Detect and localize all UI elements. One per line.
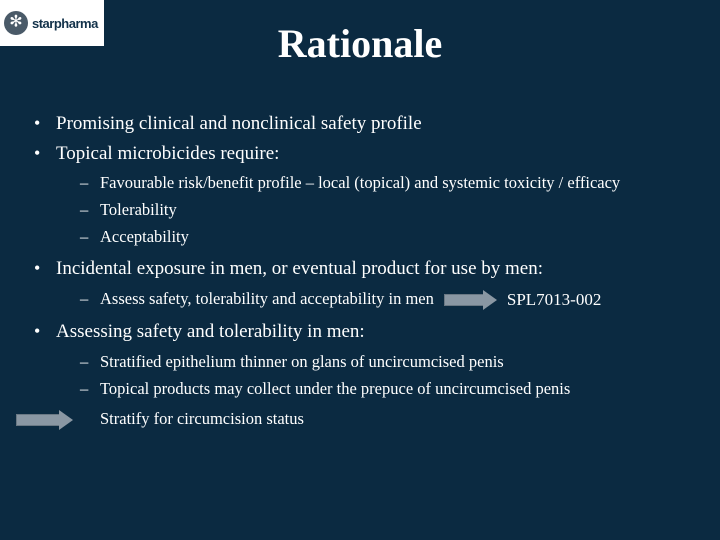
bullet-text: Topical microbicides require: — [56, 143, 279, 164]
sub-bullet-text: Topical products may collect under the p… — [100, 379, 570, 398]
sub-bullet-text: Acceptability — [100, 227, 189, 246]
arrow-right-icon — [16, 410, 73, 430]
sub-bullet-text: Assess safety, tolerability and acceptab… — [100, 287, 434, 312]
slide-title: Rationale — [0, 20, 720, 67]
slide: starpharma Rationale Promising clinical … — [0, 0, 720, 540]
arrow-right-icon — [444, 290, 497, 310]
bullet-item: Assessing safety and tolerability in men… — [20, 318, 700, 432]
bullet-item: Topical microbicides require: Favourable… — [20, 140, 700, 250]
study-code-label: SPL7013-002 — [507, 287, 601, 313]
slide-content: Promising clinical and nonclinical safet… — [20, 110, 700, 434]
sub-bullet-item: Stratified epithelium thinner on glans o… — [56, 350, 700, 375]
bullet-item: Promising clinical and nonclinical safet… — [20, 110, 700, 138]
sub-bullet-text: Tolerability — [100, 200, 177, 219]
bullet-text: Incidental exposure in men, or eventual … — [56, 258, 543, 279]
stratify-row: Stratify for circumcision status — [56, 407, 700, 432]
sub-bullet-item: Topical products may collect under the p… — [56, 377, 700, 402]
sub-bullet-text: Favourable risk/benefit profile – local … — [100, 173, 620, 192]
sub-bullet-item: Acceptability — [56, 225, 700, 250]
stratify-text: Stratify for circumcision status — [56, 407, 700, 432]
bullet-item: Incidental exposure in men, or eventual … — [20, 255, 700, 312]
bullet-text: Promising clinical and nonclinical safet… — [56, 113, 422, 134]
bullet-text: Assessing safety and tolerability in men… — [56, 321, 365, 342]
sub-bullet-item: Tolerability — [56, 198, 700, 223]
sub-bullet-text: Stratified epithelium thinner on glans o… — [100, 352, 504, 371]
sub-bullet-item: Assess safety, tolerability and acceptab… — [56, 287, 700, 313]
sub-bullet-item: Favourable risk/benefit profile – local … — [56, 171, 700, 196]
